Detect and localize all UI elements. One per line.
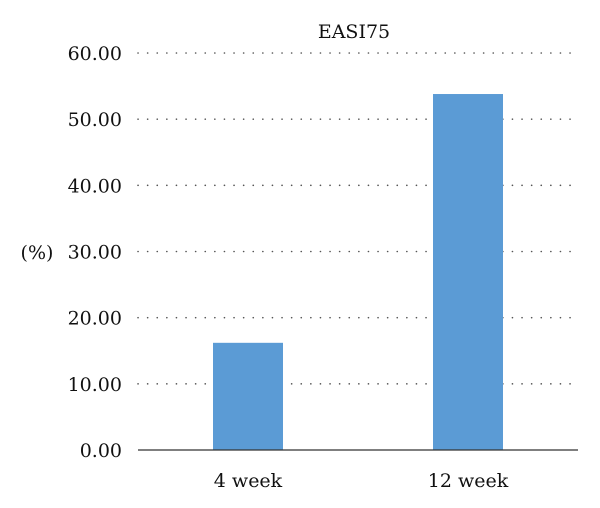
bars	[213, 94, 503, 451]
bar	[433, 94, 503, 451]
bar	[213, 342, 283, 450]
x-tick-label: 12 week	[428, 470, 509, 492]
y-tick-label: 50.00	[68, 109, 122, 131]
y-tick-label: 30.00	[68, 242, 122, 264]
chart-title: EASI75	[318, 21, 390, 43]
y-tick-labels: 0.00 10.00 20.00 30.00 40.00 50.00 60.00	[68, 43, 122, 462]
y-tick-label: 40.00	[68, 175, 122, 197]
gridlines	[137, 52, 579, 385]
y-tick-label: 10.00	[68, 374, 122, 396]
x-tick-label: 4 week	[214, 470, 283, 492]
x-tick-labels: 4 week 12 week	[214, 470, 509, 492]
y-tick-label: 60.00	[68, 43, 122, 65]
y-tick-label: 20.00	[68, 308, 122, 330]
y-tick-label: 0.00	[80, 440, 122, 462]
y-axis-label: (%)	[21, 242, 54, 264]
